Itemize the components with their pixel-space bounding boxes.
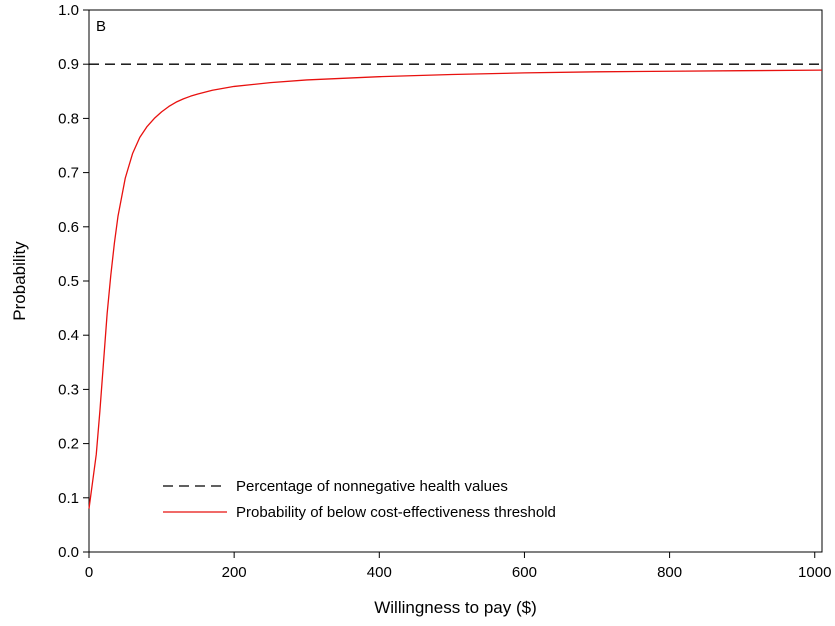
y-tick-label: 0.5 bbox=[58, 273, 79, 290]
y-tick-label: 0.8 bbox=[58, 110, 79, 127]
y-tick-label: 0.2 bbox=[58, 436, 79, 453]
series-line-2 bbox=[88, 69, 823, 509]
plot-frame bbox=[88, 9, 823, 553]
y-tick-label: 1.0 bbox=[58, 2, 79, 19]
y-tick-label: 0.9 bbox=[58, 56, 79, 73]
text-layer: B Willingness to pay ($) Probability bbox=[10, 18, 537, 617]
y-tick-label: 0.6 bbox=[58, 219, 79, 236]
x-axis-title: Willingness to pay ($) bbox=[374, 598, 537, 617]
panel-label: B bbox=[96, 18, 106, 35]
x-tick-label: 200 bbox=[222, 564, 247, 581]
y-tick-label: 0.7 bbox=[58, 165, 79, 182]
axes-layer: 0.0 0.1 0.2 0.3 0.4 0.5 0.6 0.7 0.8 0.9 1.0 0 200 400… bbox=[58, 2, 831, 581]
y-tick-label: 0.4 bbox=[58, 327, 79, 344]
x-tick-label: 600 bbox=[512, 564, 537, 581]
x-tick-label: 400 bbox=[367, 564, 392, 581]
x-tick-label: 800 bbox=[657, 564, 682, 581]
legend-label-2: Probability of below cost-effectiveness … bbox=[236, 504, 556, 521]
y-tick-label: 0.3 bbox=[58, 381, 79, 398]
y-tick-label: 0.0 bbox=[58, 544, 79, 561]
legend: Percentage of nonnegative health values P… bbox=[163, 478, 556, 521]
y-axis-title: Probability bbox=[10, 241, 29, 321]
x-tick-label: 0 bbox=[85, 564, 93, 581]
legend-label-1: Percentage of nonnegative health values bbox=[236, 478, 508, 495]
y-tick-label: 0.1 bbox=[58, 490, 79, 507]
x-tick-label: 1000 bbox=[798, 564, 831, 581]
series-layer bbox=[88, 63, 823, 509]
